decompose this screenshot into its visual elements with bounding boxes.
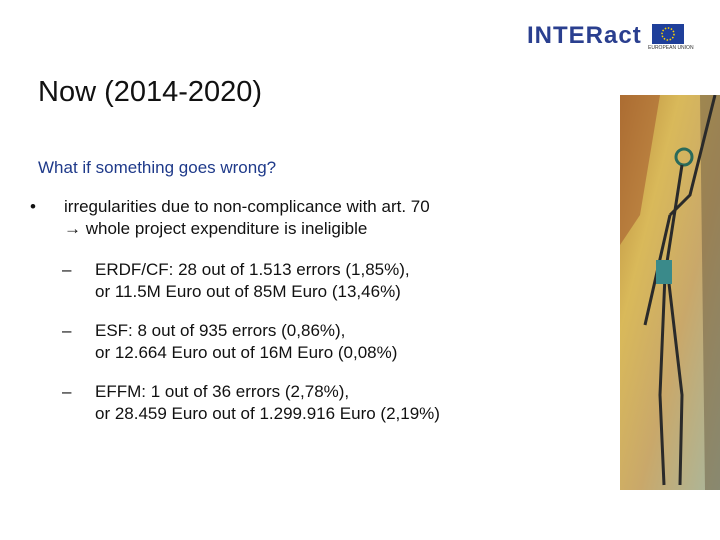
sub-bullet-line: or 28.459 Euro out of 1.299.916 Euro (2,…: [95, 404, 440, 423]
sub-bullet-marker: –: [62, 321, 72, 340]
bullet-line: → whole project expenditure is ineligibl…: [64, 219, 368, 238]
sub-bullet-line: or 11.5M Euro out of 85M Euro (13,46%): [95, 282, 401, 301]
logo: INTERact: [527, 22, 642, 49]
painting: [620, 95, 720, 490]
eu-flag: [652, 24, 684, 44]
flag-caption: EUROPEAN UNION: [648, 45, 694, 51]
sub-bullet-line: ERDF/CF: 28 out of 1.513 errors (1,85%),: [95, 260, 410, 279]
flag-stars: [661, 27, 675, 41]
sub-bullet-line: ESF: 8 out of 935 errors (0,86%),: [95, 321, 346, 340]
sub-bullet-marker: –: [62, 382, 72, 401]
sub-bullet-line: or 12.664 Euro out of 16M Euro (0,08%): [95, 343, 398, 362]
slide-title: Now (2014-2020): [38, 76, 263, 108]
sub-bullet-marker: –: [62, 260, 72, 279]
sub-bullet-line: EFFM: 1 out of 36 errors (2,78%),: [95, 382, 350, 401]
subtitle: What if something goes wrong?: [38, 158, 277, 177]
bullet-line: irregularities due to non-complicance wi…: [64, 197, 430, 216]
bullet-marker: •: [30, 197, 36, 216]
